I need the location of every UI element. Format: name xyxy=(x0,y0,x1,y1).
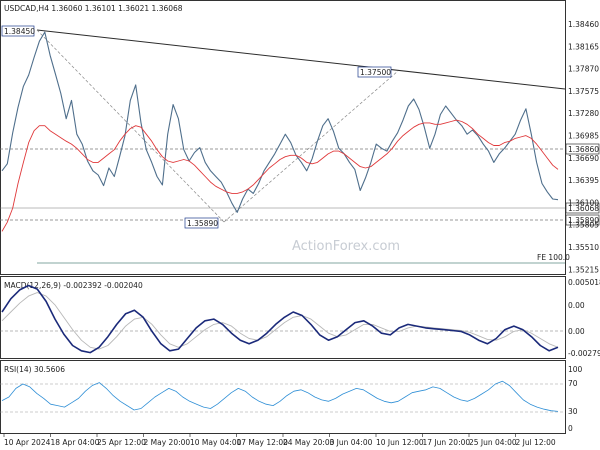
rsi-tick-label: 70 xyxy=(568,379,578,388)
price-tick-label: 1.37280 xyxy=(568,109,599,118)
fib-line-2 xyxy=(223,70,399,223)
macd-axis: 0.005018 0.00 0.00 -0.002795 xyxy=(568,278,600,358)
macd-panel-frame xyxy=(0,276,566,359)
time-tick-label: 18 Apr 04:00 xyxy=(51,438,100,447)
svg-text:1.36068: 1.36068 xyxy=(568,204,599,213)
rsi-tick-label: 30 xyxy=(568,407,578,416)
svg-text:1.37500: 1.37500 xyxy=(360,68,391,77)
price-series xyxy=(1,31,559,232)
macd-tick-label: -0.002795 xyxy=(568,349,600,358)
high1-label: 1.38450 xyxy=(1,25,35,37)
rsi-tick-label: 100 xyxy=(568,365,583,374)
macd-series xyxy=(1,284,559,354)
price-panel-frame xyxy=(0,0,566,275)
rsi-series xyxy=(1,380,559,412)
watermark: ActionForex.com xyxy=(292,239,400,254)
price-tick-label: 1.36100 xyxy=(568,198,599,207)
dotted-low-tag: 1.35890 xyxy=(565,214,600,226)
time-tick-label: 2 Jul 12:00 xyxy=(516,438,556,447)
price-tick-label: 1.37575 xyxy=(568,87,599,96)
price-tick-label: 1.35805 xyxy=(568,221,599,230)
time-tick-label: 2 May 20:00 xyxy=(144,438,191,447)
time-tick-label: 24 May 20:00 xyxy=(283,438,335,447)
svg-text:1.36860: 1.36860 xyxy=(568,145,599,154)
rsi-line xyxy=(1,380,559,412)
rsi-header: RSI(14) 30.5606 xyxy=(4,365,65,374)
svg-text:1.35890: 1.35890 xyxy=(568,216,599,225)
current-price-tag: 1.36068 xyxy=(565,202,600,214)
price-line xyxy=(1,31,559,213)
fe-label: FE 100.0 xyxy=(537,253,570,262)
price-tick-label: 1.38460 xyxy=(568,20,599,29)
price-tick-label: 1.35510 xyxy=(568,243,599,252)
time-tick-label: 25 Jun 04:00 xyxy=(469,438,517,447)
price-tick-label: 1.37870 xyxy=(568,65,599,74)
descending-trendline xyxy=(36,29,566,90)
price-tick-label: 1.35215 xyxy=(568,265,599,274)
fib-line-1 xyxy=(36,29,225,223)
ma-line xyxy=(1,119,559,232)
macd-header: MACD(12,26,9) -0.002392 -0.002040 xyxy=(4,281,143,290)
high2-label: 1.37500 xyxy=(357,66,392,78)
time-tick-label: 17 May 12:00 xyxy=(237,438,289,447)
macd-tick-label: 0.005018 xyxy=(568,278,600,287)
time-tick-label: 10 May 04:00 xyxy=(190,438,242,447)
time-tick-label: 10 Apr 2024 xyxy=(4,438,51,447)
rsi-panel-frame xyxy=(0,360,566,434)
macd-main-line xyxy=(1,284,559,354)
low1-label: 1.35890 xyxy=(184,217,219,229)
price-tick-label: 1.36690 xyxy=(568,154,599,163)
price-tick-label: 1.36395 xyxy=(568,176,599,185)
time-tick-label: 25 Apr 12:00 xyxy=(97,438,146,447)
price-axis: 1.38460 1.38165 1.37870 1.37575 1.37280 1.369… xyxy=(568,20,599,274)
macd-tick-label: 0.00 xyxy=(568,301,585,310)
macd-signal-line xyxy=(1,292,559,350)
price-header: USDCAD,H4 1.36060 1.36101 1.36021 1.3606… xyxy=(4,4,183,13)
time-tick-label: 3 Jun 04:00 xyxy=(330,438,373,447)
time-tick-label: 10 Jun 12:00 xyxy=(376,438,424,447)
svg-text:1.38450: 1.38450 xyxy=(4,27,35,36)
price-tick-label: 1.36985 xyxy=(568,132,599,141)
dotted-mid-tag: 1.36860 xyxy=(565,143,600,155)
macd-tick-label: 0.00 xyxy=(568,327,585,336)
rsi-tick-label: 0 xyxy=(568,424,573,433)
svg-text:1.35890: 1.35890 xyxy=(187,219,218,228)
price-tick-label: 1.38165 xyxy=(568,42,599,51)
time-tick-label: 17 Jun 20:00 xyxy=(423,438,471,447)
rsi-axis: 100 70 30 0 xyxy=(568,365,583,433)
